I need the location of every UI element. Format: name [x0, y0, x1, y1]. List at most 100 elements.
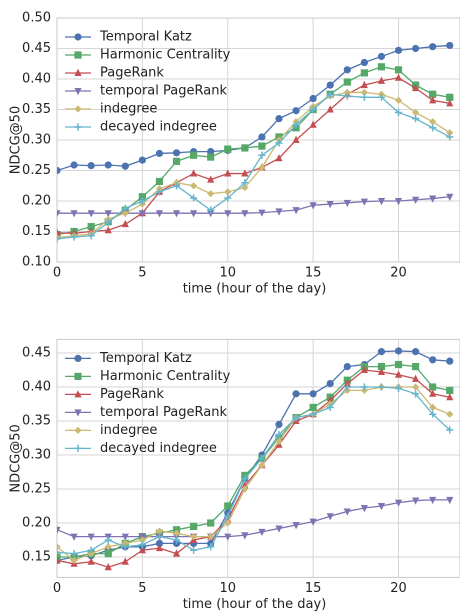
marker	[275, 208, 283, 216]
marker	[74, 51, 82, 59]
marker	[394, 198, 403, 206]
marker	[343, 379, 351, 387]
marker	[446, 133, 454, 141]
marker	[258, 133, 266, 141]
marker	[224, 145, 232, 153]
legend-label: indegree	[100, 423, 157, 438]
marker	[207, 533, 215, 541]
marker	[207, 190, 215, 198]
marker	[207, 206, 215, 214]
marker	[207, 210, 215, 218]
marker	[57, 543, 61, 551]
x-tick-label: 20	[390, 581, 407, 596]
marker	[70, 233, 78, 241]
marker	[207, 153, 215, 161]
marker	[429, 410, 437, 418]
marker	[57, 526, 61, 534]
marker	[309, 390, 317, 398]
marker	[104, 536, 112, 544]
y-axis-label: NDCG@50	[9, 106, 24, 174]
marker	[57, 166, 61, 175]
marker	[241, 210, 249, 218]
y-tick-label: 0.50	[22, 11, 51, 26]
legend-label: PageRank	[100, 387, 164, 402]
marker	[394, 384, 403, 392]
marker	[138, 546, 146, 554]
marker	[190, 522, 198, 530]
marker	[57, 228, 61, 236]
marker	[57, 556, 61, 564]
marker	[429, 389, 437, 397]
marker	[121, 204, 129, 212]
marker	[360, 93, 368, 101]
legend-label: decayed indegree	[100, 120, 217, 135]
series-line	[57, 499, 450, 538]
marker	[87, 210, 95, 218]
legend-label: Temporal Katz	[99, 351, 192, 366]
marker	[121, 162, 129, 170]
marker	[343, 383, 351, 391]
marker	[394, 96, 403, 104]
marker	[412, 383, 420, 391]
marker	[446, 357, 454, 365]
marker	[70, 556, 78, 564]
y-tick-label: 0.30	[22, 133, 51, 148]
marker	[104, 210, 112, 218]
marker	[275, 437, 283, 445]
marker	[292, 121, 300, 129]
marker	[412, 44, 420, 53]
marker	[57, 553, 61, 561]
marker	[224, 502, 232, 510]
marker	[275, 139, 283, 147]
marker	[74, 409, 82, 417]
y-tick-label: 0.45	[22, 41, 51, 56]
x-tick-label: 10	[219, 581, 236, 596]
marker	[74, 426, 82, 434]
marker	[275, 154, 283, 162]
marker	[172, 149, 181, 157]
marker	[292, 414, 300, 422]
marker	[377, 76, 386, 84]
marker	[309, 94, 317, 103]
marker	[343, 508, 351, 516]
marker	[121, 543, 129, 551]
marker	[121, 209, 129, 217]
marker	[446, 41, 454, 50]
legend-label: indegree	[100, 102, 157, 117]
marker	[446, 193, 454, 201]
marker	[309, 518, 317, 526]
marker	[429, 383, 437, 391]
marker	[74, 105, 82, 113]
x-tick-label: 15	[305, 266, 322, 281]
marker	[360, 80, 368, 89]
marker	[104, 563, 112, 571]
marker	[360, 365, 368, 373]
marker	[275, 115, 283, 123]
marker	[258, 209, 266, 217]
marker	[394, 370, 403, 378]
marker	[292, 135, 300, 143]
marker	[190, 182, 198, 190]
marker	[446, 386, 454, 394]
marker	[104, 550, 112, 558]
marker	[74, 444, 82, 452]
marker	[87, 533, 95, 541]
marker	[360, 383, 368, 391]
marker	[241, 144, 249, 152]
marker	[360, 198, 368, 206]
axes-frame	[56, 17, 460, 263]
marker	[309, 202, 317, 210]
x-tick-label: 15	[305, 581, 322, 596]
legend-label: temporal PageRank	[100, 405, 227, 420]
marker	[172, 536, 181, 544]
marker	[309, 120, 317, 128]
marker	[377, 367, 386, 376]
marker	[87, 546, 95, 554]
marker	[190, 194, 198, 202]
marker	[412, 83, 420, 92]
marker	[70, 161, 78, 169]
x-tick-label: 5	[138, 581, 146, 596]
marker	[412, 115, 420, 123]
marker	[326, 513, 334, 521]
marker	[326, 201, 334, 209]
